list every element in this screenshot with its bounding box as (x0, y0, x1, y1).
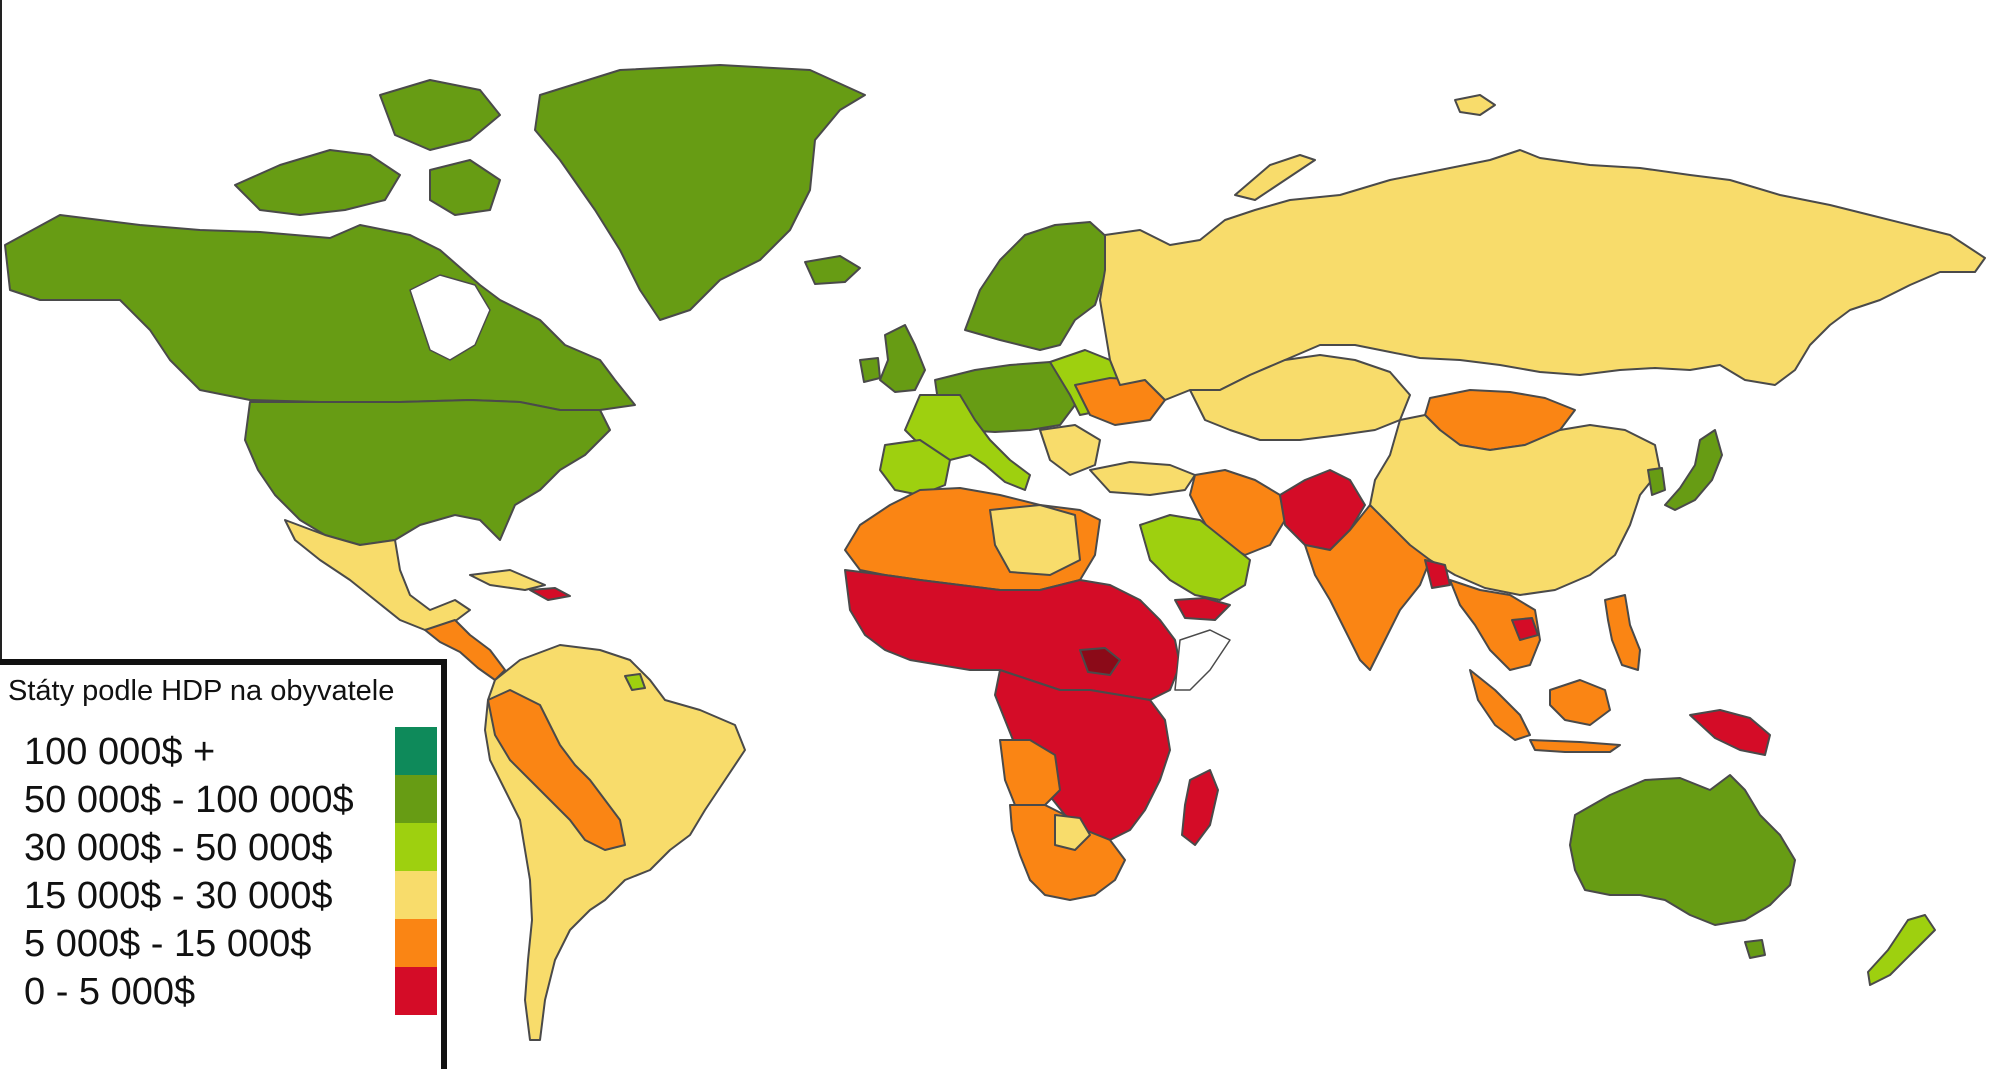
legend-item-5000-15000: 5 000$ - 15 000$ (18, 919, 438, 967)
legend-swatch (395, 919, 437, 967)
region-andes-orange (487, 689, 626, 851)
legend-swatch (395, 823, 437, 871)
legend-label: 100 000$ + (24, 731, 216, 773)
legend-box: Státy podle HDP na obyvatele 100 000$ + … (0, 659, 447, 1069)
region-botswana (1054, 814, 1091, 851)
region-mexico (284, 519, 471, 631)
region-south-sudan (1079, 647, 1121, 676)
region-india (1304, 504, 1431, 671)
region-bangladesh (1424, 559, 1451, 589)
region-russia (1099, 149, 1986, 401)
region-scandinavia (964, 221, 1111, 351)
left-frame-line (0, 0, 2, 662)
region-ireland (859, 357, 881, 383)
region-turkey (1089, 461, 1196, 496)
region-tasmania (1744, 939, 1766, 959)
legend-item-100000-plus: 100 000$ + (18, 727, 438, 775)
region-usa (244, 399, 611, 546)
region-balkans (1039, 424, 1101, 476)
legend-label: 50 000$ - 100 000$ (24, 779, 354, 821)
region-angola (999, 739, 1061, 806)
region-libya (989, 504, 1081, 576)
region-indonesia-west (1469, 669, 1531, 741)
region-guyana (624, 673, 646, 691)
region-japan (1664, 429, 1723, 511)
region-philippines (1604, 594, 1641, 671)
region-cuba (469, 569, 546, 591)
region-kazakhstan (1189, 354, 1411, 441)
region-ukraine (1074, 377, 1166, 426)
region-cambodia (1511, 617, 1539, 641)
legend-swatch (395, 967, 437, 1015)
legend-item-15000-30000: 15 000$ - 30 000$ (18, 871, 438, 919)
region-southeast-asia (1449, 579, 1541, 671)
legend-label: 5 000$ - 15 000$ (24, 923, 312, 965)
region-arctic-islands-3 (429, 159, 501, 216)
region-arctic-islands-1 (234, 149, 401, 216)
region-pakistan-afghanistan (1279, 469, 1366, 551)
region-greenland (534, 64, 866, 321)
legend-label: 15 000$ - 30 000$ (24, 875, 333, 917)
region-new-zealand (1867, 914, 1936, 986)
legend-label: 30 000$ - 50 000$ (24, 827, 333, 869)
region-saudi-arabia (1139, 514, 1251, 601)
region-java-islands (1529, 739, 1621, 753)
legend-label: 0 - 5 000$ (24, 971, 196, 1013)
region-arctic-islands-2 (379, 79, 501, 151)
region-iceland (804, 255, 861, 285)
region-horn-of-africa (1174, 629, 1231, 691)
legend-item-0-5000: 0 - 5 000$ (18, 967, 438, 1015)
region-hispaniola (529, 587, 571, 601)
legend-swatch (395, 775, 437, 823)
region-borneo (1549, 679, 1611, 726)
region-novaya-zemlya (1234, 154, 1316, 201)
region-madagascar (1181, 769, 1219, 846)
region-hudson-water (409, 274, 491, 361)
legend-item-30000-50000: 30 000$ - 50 000$ (18, 823, 438, 871)
legend-title: Státy podle HDP na obyvatele (8, 675, 395, 707)
legend-item-50000-100000: 50 000$ - 100 000$ (18, 775, 438, 823)
region-siberia-islands (1454, 94, 1496, 116)
legend-swatch (395, 727, 437, 775)
region-australia (1569, 774, 1796, 926)
region-canada-alaska (4, 214, 636, 411)
region-yemen (1174, 597, 1231, 621)
region-uk (879, 324, 926, 393)
region-korea (1647, 467, 1666, 496)
legend-swatch (395, 871, 437, 919)
region-new-guinea (1689, 709, 1771, 756)
